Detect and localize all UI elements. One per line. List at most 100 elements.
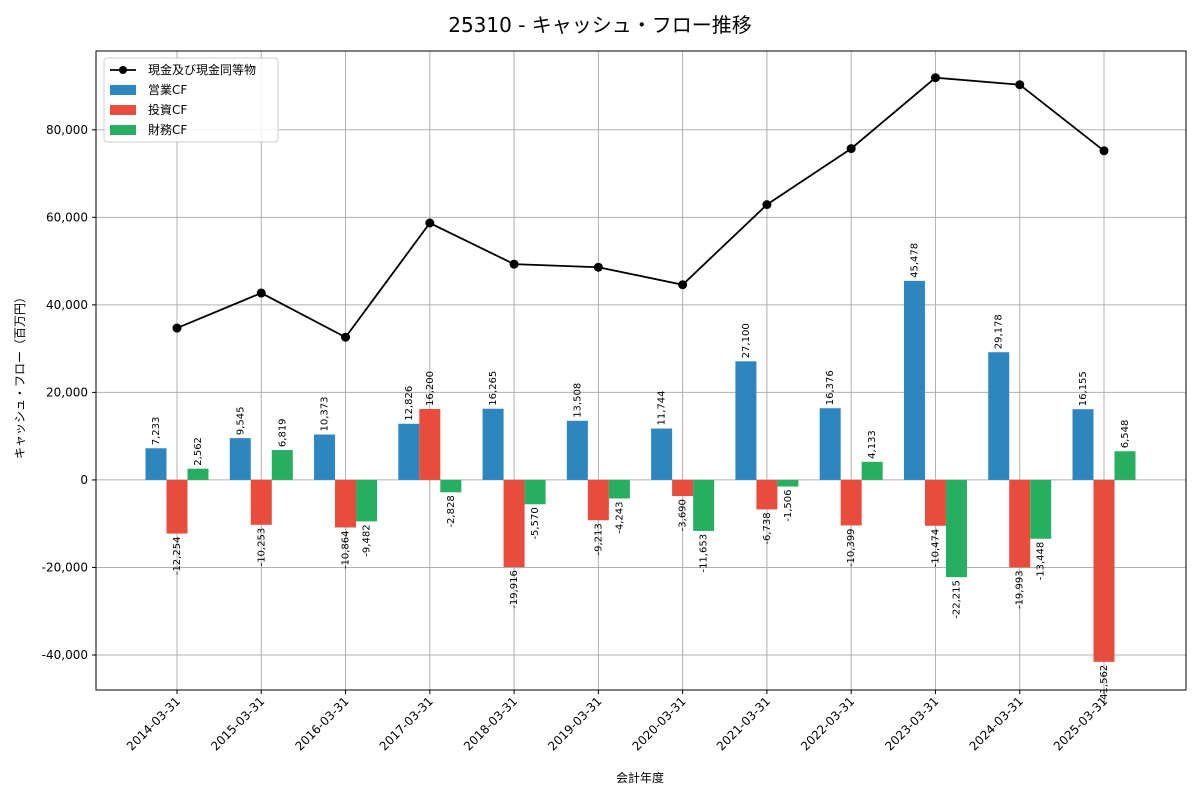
bar-value-label: -12,254 [172,537,183,576]
bar [398,423,420,480]
legend-label: 営業CF [148,83,187,97]
legend-label: 投資CF [148,102,187,117]
bar-value-label: 10,373 [320,397,331,432]
bar [187,468,209,480]
bar-value-label: -9,482 [362,524,373,556]
y-tick-label: 40,000 [46,298,88,312]
x-tick-label: 2016-03-31 [292,694,351,753]
x-tick-label: 2014-03-31 [124,694,183,753]
bar [566,420,588,480]
bar [988,352,1010,480]
bar [419,409,441,480]
y-tick-label: 20,000 [46,385,88,399]
x-tick-label: 2021-03-31 [714,694,773,753]
legend-marker [119,66,127,74]
plot-frame [95,50,1187,691]
bars-layer [145,280,1136,662]
bar [672,479,694,497]
y-tick-label: 60,000 [46,210,88,224]
bar [250,479,272,525]
cash-point [341,332,351,342]
x-tick-label: 2018-03-31 [461,694,520,753]
cash-point [425,218,435,228]
y-axis-label: キャッシュ・フロー（百万円） [13,291,27,459]
bar [1072,409,1094,480]
line-layer [172,73,1109,342]
bar [335,479,357,528]
bar-value-label: 6,819 [277,418,288,447]
legend-swatch [110,85,136,95]
cash-point [930,73,940,83]
bar-value-label: 12,826 [404,386,415,421]
cash-point [678,280,688,290]
bar [587,479,609,521]
bar-value-label: 27,100 [741,323,752,358]
x-tick-label: 2025-03-31 [1051,694,1110,753]
bar [693,479,715,531]
bar-value-label: 29,178 [994,314,1005,349]
bar [145,448,167,480]
bar-value-label: -6,738 [762,512,773,544]
bar [777,479,799,487]
x-tick-label: 2017-03-31 [377,694,436,753]
cash-point [1015,80,1025,90]
bar-value-label: 16,265 [488,371,499,406]
legend-box [103,57,279,143]
bar-value-label: -5,570 [530,507,541,539]
y-tick-label: -20,000 [42,560,88,574]
bar-value-label: -2,828 [446,495,457,527]
bar [756,479,778,510]
bar-value-label: -13,448 [1036,542,1047,581]
x-tick-label: 2019-03-31 [545,694,604,753]
bar-value-label: -10,474 [930,529,941,568]
cash-point [762,200,772,210]
bar [735,361,757,480]
bar-value-label: 11,744 [657,391,668,426]
bar-value-label: 6,548 [1120,420,1131,449]
cash-point [509,259,519,269]
bar-value-label: 9,545 [235,407,246,436]
bar [314,434,336,480]
bar-value-label: -10,253 [256,528,267,567]
bar-value-label: 13,508 [572,383,583,418]
bar [1093,479,1115,662]
bar-labels-layer: 7,233 9,545 10,373 12,826 16,265 13,508 11,744… [151,243,1131,704]
bar [1114,451,1136,480]
y-axis-ticks: -40,000 -20,000 0 20,000 40,000 60,000 80,000 [42,123,96,662]
bar-value-label: -19,993 [1015,570,1026,609]
bar-value-label: -41,562 [1099,665,1110,704]
bar [440,479,462,493]
bar [608,479,630,499]
chart-title: 25310 - キャッシュ・フロー推移 [448,13,752,37]
bar [271,450,293,480]
x-tick-label: 2022-03-31 [798,694,857,753]
cash-point [593,262,603,272]
cash-point [172,323,182,333]
bar-value-label: -9,213 [593,523,604,555]
cash-point [256,288,266,298]
legend-label: 財務CF [148,122,187,137]
bar [840,479,862,526]
bar [356,479,378,522]
bar-value-label: -10,864 [341,530,352,569]
bar [166,479,188,534]
y-tick-label: -40,000 [42,648,88,662]
bar-value-label: 16,200 [425,371,436,406]
bar [524,479,546,505]
cash-point [846,144,856,154]
x-axis-ticks: 2014-03-31 2015-03-31 2016-03-31 2017-03-31… [124,690,1110,753]
bar [482,408,504,480]
x-axis-label: 会計年度 [616,770,664,785]
bar-value-label: 45,478 [909,243,920,278]
x-tick-label: 2023-03-31 [882,694,941,753]
bar-value-label: -3,690 [678,499,689,531]
bar-value-label: -10,399 [846,528,857,567]
bar [651,428,673,480]
cash-line [176,76,1105,339]
bar [903,280,925,480]
bar-value-label: -22,215 [951,580,962,619]
bar [503,479,525,568]
bar-value-label: 4,133 [867,430,878,459]
